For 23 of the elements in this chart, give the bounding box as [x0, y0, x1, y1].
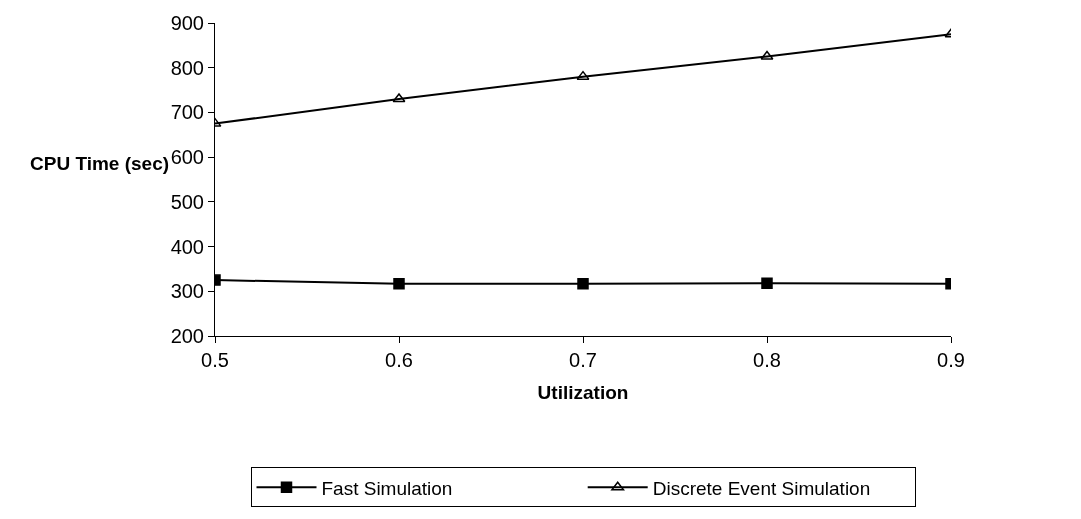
point	[577, 277, 589, 290]
y-tick-label: 300	[170, 280, 204, 303]
y-axis-title: CPU Time (sec)	[30, 153, 170, 174]
point	[761, 277, 773, 289]
y-tick-label: 500	[170, 190, 204, 213]
point	[576, 70, 590, 80]
y-tick-label: 900	[170, 12, 204, 34]
x-axis-title: Utilization	[537, 381, 629, 403]
y-tick-label: 800	[170, 56, 204, 79]
y-tick-label: 600	[170, 146, 204, 169]
legend-label: Discrete Event Simulation	[652, 477, 871, 499]
point	[393, 277, 405, 290]
x-tick-label: 0.5	[201, 349, 229, 371]
x-tick-label: 0.8	[753, 349, 781, 371]
y-tick-label: 400	[170, 235, 204, 258]
x-tick-label: 0.6	[385, 349, 413, 371]
point	[392, 93, 406, 103]
point	[760, 50, 774, 60]
x-tick-label: 0.7	[569, 349, 597, 371]
legend-label: Fast Simulation	[321, 477, 453, 499]
y-tick-label: 200	[170, 325, 204, 347]
y-tick-label: 700	[170, 101, 204, 124]
x-tick-label: 0.9	[937, 349, 965, 371]
